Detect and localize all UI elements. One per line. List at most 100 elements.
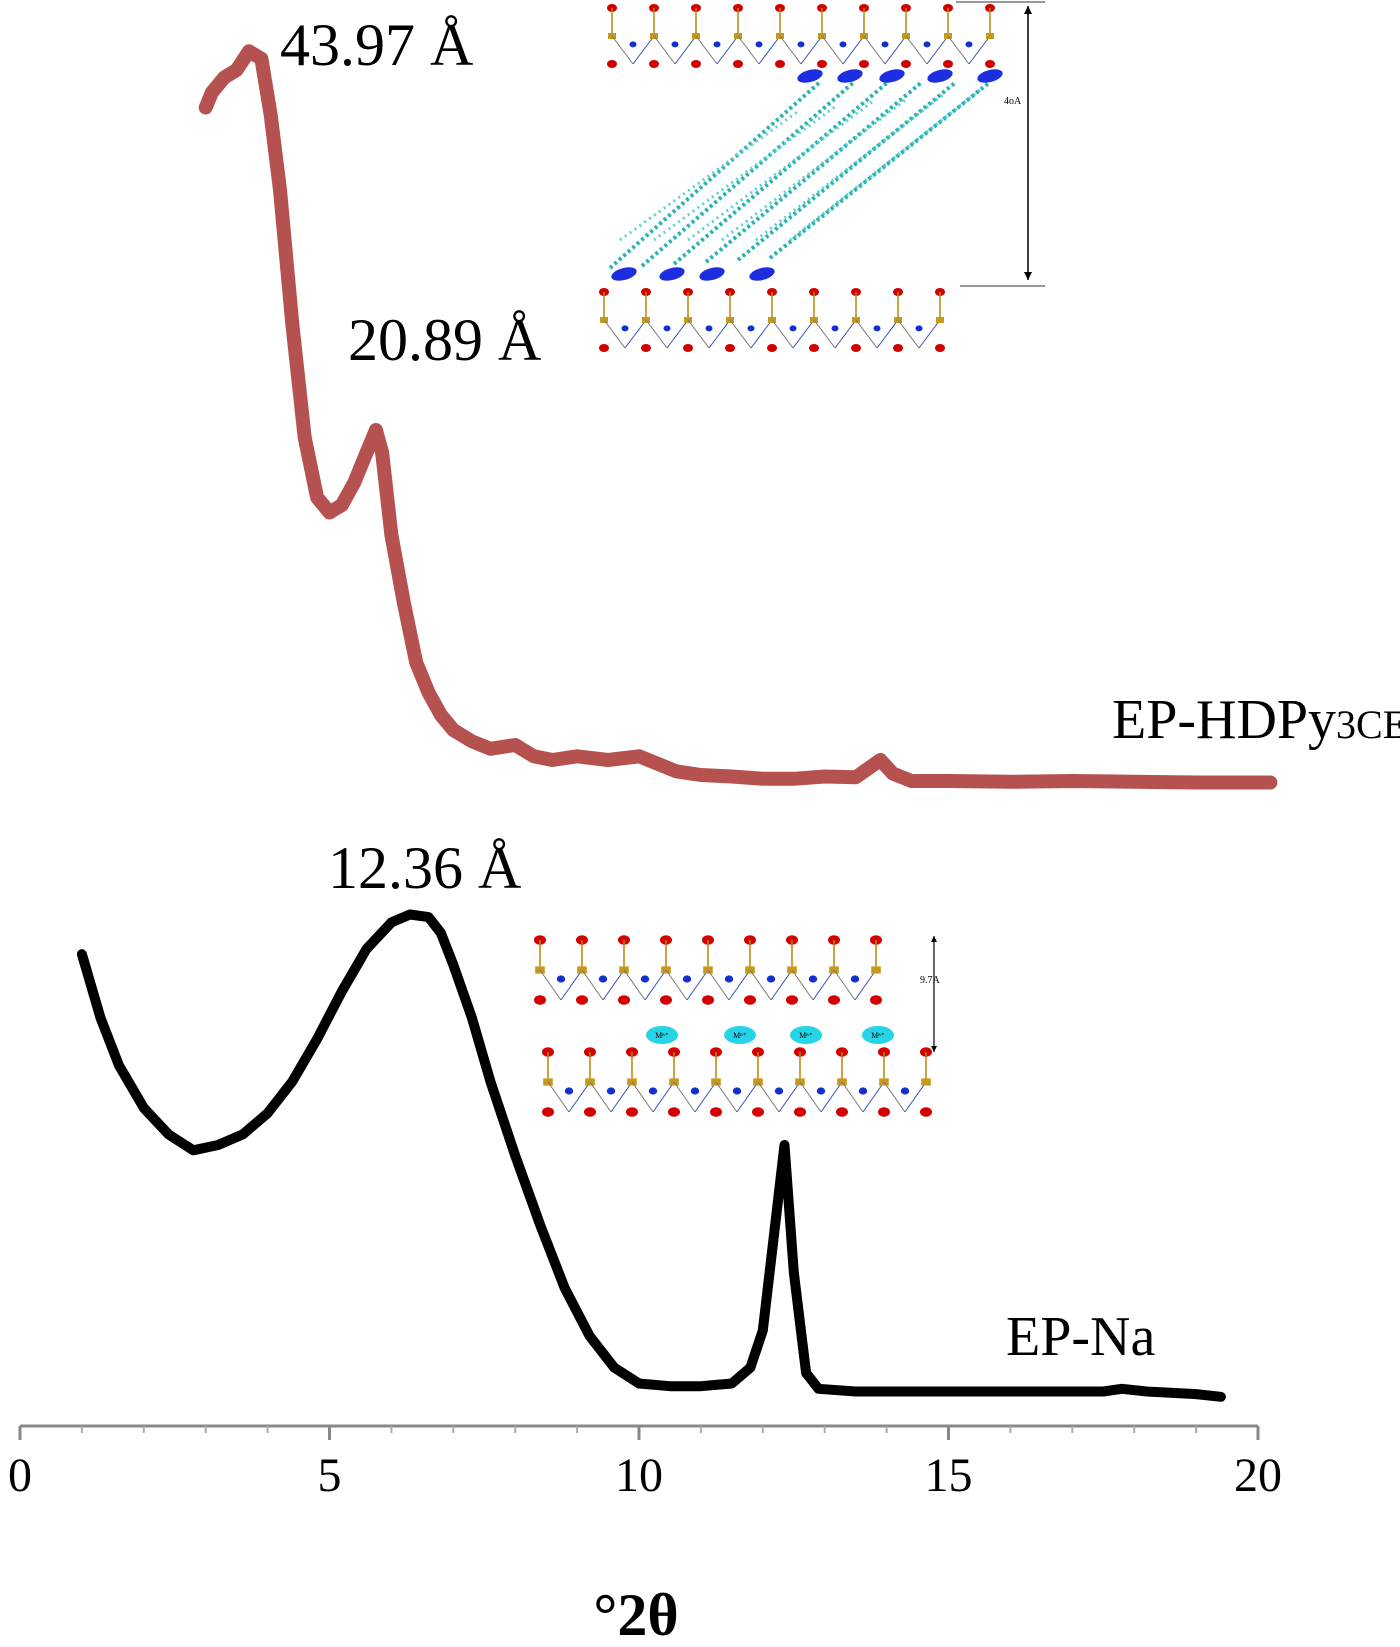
bond <box>750 319 773 349</box>
clay-layer-top-2 <box>534 935 882 1005</box>
pyridinium-head <box>699 267 725 281</box>
bond <box>821 35 844 65</box>
aluminium-atom <box>705 325 713 332</box>
bond <box>539 969 562 1001</box>
inset-spacing-label-top: 4oA <box>1004 96 1022 107</box>
oxygen-atom <box>809 344 819 352</box>
alkyl-chain <box>608 80 822 270</box>
bond <box>673 1081 696 1113</box>
oxygen-atom <box>649 60 659 68</box>
alkyl-chain <box>672 80 890 266</box>
oxygen-atom <box>618 995 630 1005</box>
aluminium-atom <box>598 975 608 983</box>
oxygen-atom <box>744 995 756 1005</box>
aluminium-atom <box>900 1087 910 1095</box>
aluminium-atom <box>774 1087 784 1095</box>
metal-cation <box>724 1026 756 1044</box>
cation-label: Mⁿ⁺ <box>799 1031 813 1040</box>
bond <box>813 319 836 349</box>
aluminium-atom <box>755 41 763 48</box>
clay-layer-top <box>607 4 995 68</box>
oxygen-atom <box>683 344 693 352</box>
oxygen-atom <box>935 344 945 352</box>
bond <box>624 319 647 349</box>
oxygen-atom <box>710 1107 722 1117</box>
bond <box>854 969 877 1001</box>
bond <box>799 1081 822 1113</box>
oxygen-atom <box>668 1107 680 1117</box>
oxygen-atom <box>817 60 827 68</box>
alkyl-chain <box>653 104 837 242</box>
bond <box>820 1081 843 1113</box>
oxygen-atom <box>775 60 785 68</box>
aluminium-atom <box>858 1087 868 1095</box>
aluminium-atom <box>747 325 755 332</box>
x-tick-label-0: 0 <box>8 1449 32 1502</box>
bond <box>653 35 676 65</box>
bond <box>631 1081 654 1113</box>
aluminium-atom <box>564 1087 574 1095</box>
aluminium-atom <box>965 41 973 48</box>
bond <box>905 35 928 65</box>
oxygen-atom <box>584 1107 596 1117</box>
bond <box>792 319 815 349</box>
inset-sodium-clay-structure: 9.7A Mⁿ⁺ Mⁿ⁺ Mⁿ⁺ Mⁿ⁺ <box>534 935 941 1117</box>
oxygen-atom <box>691 60 701 68</box>
x-tick-label-5: 5 <box>318 1449 342 1502</box>
aluminium-atom <box>766 975 776 983</box>
bond <box>547 1081 570 1113</box>
series-label-ep-hdpy: EP-HDPy3CEC <box>1112 689 1400 751</box>
oxygen-atom <box>534 995 546 1005</box>
aluminium-atom <box>556 975 566 983</box>
bond <box>862 1081 885 1113</box>
alkyl-chain <box>619 108 801 242</box>
bond <box>812 969 835 1001</box>
pyridinium-head <box>659 267 685 281</box>
oxygen-atom <box>828 995 840 1005</box>
aluminium-atom <box>797 41 805 48</box>
aluminium-atom <box>671 41 679 48</box>
bond <box>708 319 731 349</box>
aluminium-atom <box>816 1087 826 1095</box>
x-axis-label: °2θ <box>593 1582 678 1647</box>
bond <box>736 1081 759 1113</box>
bond <box>926 35 949 65</box>
pyridinium-head <box>927 69 953 83</box>
bond <box>791 969 814 1001</box>
bond <box>674 35 697 65</box>
alkyl-chain <box>687 100 873 242</box>
bond <box>737 35 760 65</box>
oxygen-atom <box>794 1107 806 1117</box>
aluminium-atom <box>606 1087 616 1095</box>
series-line-1 <box>76 909 1226 1402</box>
bond <box>855 319 878 349</box>
bond <box>581 969 604 1001</box>
oxygen-atom <box>660 995 672 1005</box>
bond <box>863 35 886 65</box>
bond <box>842 35 865 65</box>
silicon-atom <box>986 33 994 39</box>
pyridinium-head <box>879 69 905 83</box>
bond <box>778 1081 801 1113</box>
bond <box>568 1081 591 1113</box>
peak-label-43-97: 43.97 Å <box>280 12 473 78</box>
oxygen-atom <box>786 995 798 1005</box>
oxygen-atom <box>859 60 869 68</box>
cation-label: Mⁿ⁺ <box>733 1031 747 1040</box>
aluminium-atom <box>789 325 797 332</box>
bond <box>666 319 689 349</box>
oxygen-atom <box>901 60 911 68</box>
oxygen-atom <box>576 995 588 1005</box>
alkyl-chain <box>640 80 856 268</box>
bond <box>602 969 625 1001</box>
aluminium-atom <box>663 325 671 332</box>
bond <box>833 969 856 1001</box>
oxygen-atom <box>641 344 651 352</box>
aluminium-atom <box>873 325 881 332</box>
cation-label: Mⁿ⁺ <box>655 1031 669 1040</box>
aluminium-atom <box>648 1087 658 1095</box>
clay-layer-bottom <box>599 288 945 352</box>
bond <box>645 319 668 349</box>
oxygen-atom <box>607 60 617 68</box>
